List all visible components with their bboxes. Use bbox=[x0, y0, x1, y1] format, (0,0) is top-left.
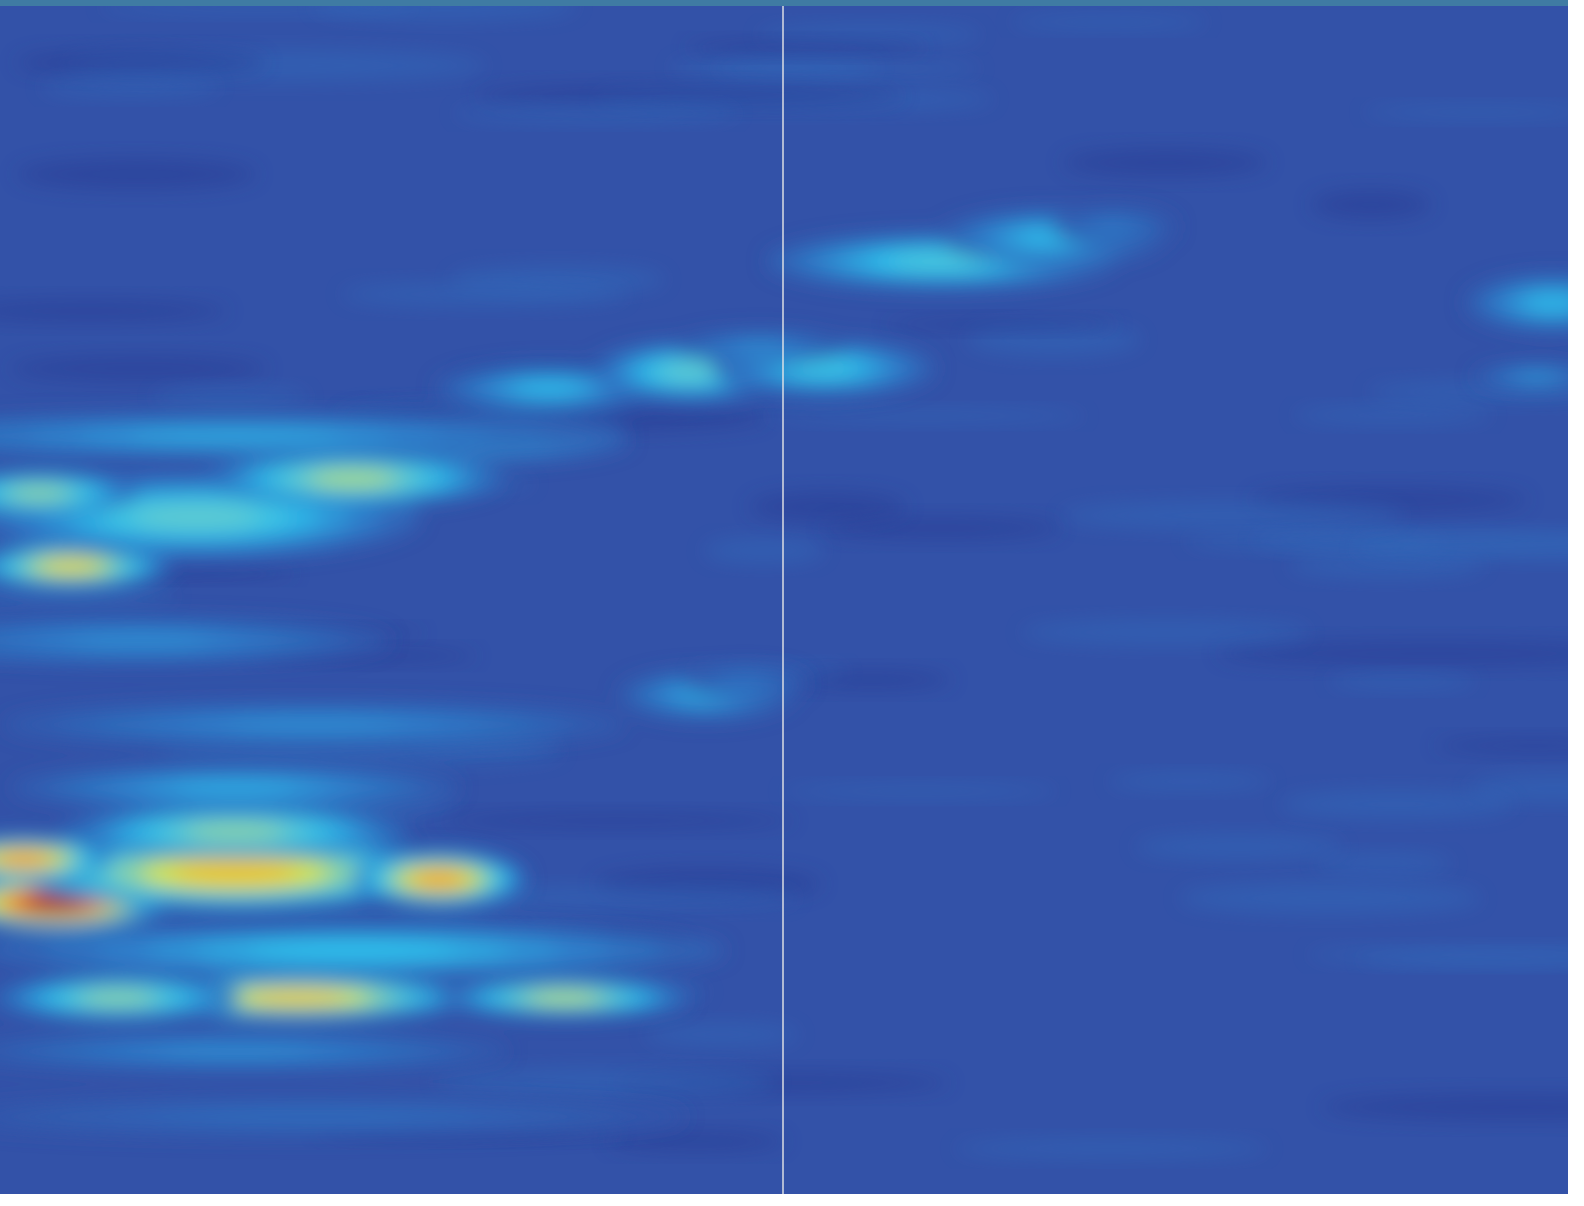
hotspot-contour bbox=[891, 253, 991, 270]
texture-streak bbox=[452, 105, 740, 122]
hotspot-contour bbox=[727, 678, 763, 688]
hotspot-contour bbox=[171, 781, 299, 795]
texture-streak bbox=[312, 6, 578, 20]
texture-streak bbox=[0, 299, 229, 323]
texture-streak bbox=[1279, 790, 1514, 818]
texture-streak bbox=[340, 282, 628, 306]
hotspot-contour bbox=[1518, 373, 1555, 380]
texture-streak bbox=[1293, 406, 1493, 424]
hotspot-contour bbox=[42, 560, 99, 574]
hotspot-contour bbox=[171, 862, 299, 884]
texture-streak bbox=[1009, 14, 1209, 30]
texture-streak bbox=[1305, 946, 1568, 964]
hotspot-contour bbox=[661, 363, 719, 381]
texture-streak bbox=[1061, 148, 1269, 177]
texture-streak bbox=[1468, 775, 1568, 802]
top-edge-strip bbox=[0, 0, 1584, 6]
hotspot-contour bbox=[529, 992, 600, 1004]
texture-streak bbox=[435, 1067, 777, 1098]
texture-streak bbox=[1362, 105, 1568, 119]
texture-streak bbox=[9, 355, 268, 382]
hotspot-contour bbox=[23, 895, 87, 911]
texture-streak bbox=[1288, 553, 1485, 578]
hotspot-contour bbox=[70, 633, 212, 647]
hotspot-contour bbox=[129, 429, 342, 443]
texture-streak bbox=[16, 158, 257, 190]
texture-streak bbox=[1434, 737, 1568, 755]
hotspot-contour bbox=[10, 486, 68, 500]
texture-streak bbox=[792, 669, 953, 690]
texture-streak bbox=[821, 516, 1062, 540]
hotspot-contour bbox=[517, 381, 581, 396]
right-margin bbox=[1568, 0, 1584, 1206]
texture-streak bbox=[684, 40, 929, 56]
hotspot-contour bbox=[414, 871, 464, 888]
texture-streak bbox=[966, 323, 1141, 356]
hotspot-contour bbox=[132, 505, 260, 529]
texture-streak bbox=[703, 538, 825, 563]
texture-streak bbox=[0, 584, 177, 608]
hotspot-contour bbox=[82, 991, 153, 1005]
texture-streak bbox=[439, 812, 796, 830]
texture-streak bbox=[644, 1023, 800, 1046]
texture-streak bbox=[1310, 190, 1432, 220]
texture-streak bbox=[780, 784, 1059, 799]
texture-streak bbox=[1108, 773, 1272, 790]
texture-streak bbox=[1320, 1093, 1568, 1121]
texture-streak bbox=[713, 60, 982, 77]
hotspot-contour bbox=[207, 1111, 420, 1123]
texture-streak bbox=[1251, 530, 1568, 551]
texture-streak bbox=[954, 1139, 1270, 1158]
hotspot-contour bbox=[310, 471, 396, 487]
texture-streak bbox=[1315, 853, 1452, 874]
hotspot-contour bbox=[185, 824, 285, 840]
texture-streak bbox=[1134, 834, 1344, 859]
texture-streak bbox=[606, 1131, 787, 1152]
texture-streak bbox=[428, 886, 799, 909]
hotspot-contour bbox=[246, 942, 459, 959]
heatmap-plot bbox=[0, 6, 1568, 1194]
texture-streak bbox=[1179, 883, 1482, 914]
texture-streak bbox=[152, 387, 309, 407]
texture-streak bbox=[474, 84, 906, 108]
hotspot-contour bbox=[225, 718, 402, 732]
texture-streak bbox=[1328, 673, 1476, 689]
texture-streak bbox=[40, 78, 220, 97]
hotspot-contour bbox=[0, 852, 49, 866]
hotspot-contour bbox=[791, 360, 855, 377]
hotspot-contour bbox=[735, 343, 786, 353]
bottom-margin bbox=[0, 1194, 1584, 1206]
heatmap-canvas bbox=[0, 6, 1568, 1194]
texture-streak bbox=[748, 491, 908, 522]
hotspot-contour bbox=[1095, 221, 1131, 233]
hotspot-contour bbox=[248, 991, 348, 1005]
texture-streak bbox=[884, 317, 1120, 332]
texture-streak bbox=[757, 25, 982, 45]
texture-streak bbox=[1020, 620, 1310, 645]
texture-streak bbox=[1216, 641, 1568, 666]
hotspot-contour bbox=[1527, 294, 1568, 312]
heatmap-hotspots bbox=[0, 208, 1568, 1136]
texture-streak bbox=[15, 49, 268, 76]
texture-streak bbox=[764, 409, 1087, 423]
hotspot-contour bbox=[157, 1046, 313, 1057]
texture-streak bbox=[1060, 501, 1405, 530]
